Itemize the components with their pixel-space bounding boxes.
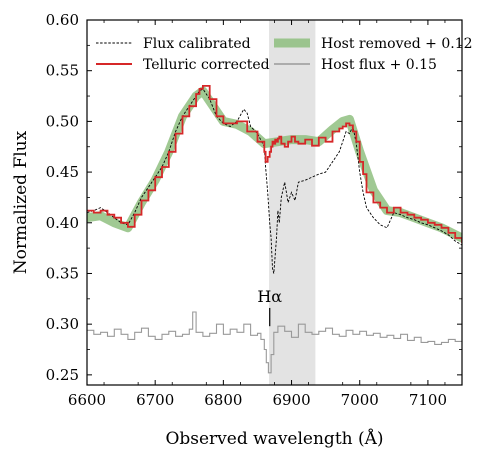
- y-tick-label: 0.50: [46, 112, 79, 130]
- x-tick-label: 6700: [136, 391, 174, 409]
- legend-label-telluric-corrected: Telluric corrected: [143, 57, 270, 73]
- y-tick-label: 0.40: [46, 214, 79, 232]
- x-tick-label: 6600: [68, 391, 106, 409]
- legend: Flux calibrated Telluric corrected Host re…: [96, 36, 473, 73]
- y-tick-label: 0.45: [46, 163, 79, 181]
- y-tick-label: 0.60: [46, 11, 79, 29]
- series-line-host-flux-0-15: [87, 311, 462, 374]
- series-layer: [87, 85, 462, 374]
- annotation-label: Hα: [257, 287, 282, 306]
- x-axis-label: Observed wavelength (Å): [165, 428, 383, 449]
- axes-layer: 6600 6700 6800 6900 7000 7100 0.25 0.30 0.35 0.40…: [11, 11, 463, 449]
- x-tick-label: 6900: [272, 391, 310, 409]
- legend-label-flux-calibrated: Flux calibrated: [143, 36, 251, 52]
- y-tick-label: 0.55: [46, 62, 79, 80]
- annotation-layer: Hα: [257, 287, 282, 327]
- legend-label-host-removed-0-12: Host removed + 0.12: [321, 36, 473, 52]
- y-tick-label: 0.25: [46, 366, 79, 384]
- series-line-host-removed-0-12: [87, 86, 462, 243]
- x-tick-label: 6800: [204, 391, 242, 409]
- y-axis-label: Normalized Flux: [11, 130, 31, 274]
- legend-label-host-flux-0-15: Host flux + 0.15: [321, 57, 437, 73]
- y-tick-label: 0.30: [46, 315, 79, 333]
- x-tick-label: 7100: [409, 391, 447, 409]
- shaded-region: [269, 20, 316, 385]
- series-line-flux-calibrated: [87, 88, 462, 274]
- y-tick-label: 0.35: [46, 264, 79, 282]
- series-line-telluric-corrected: [87, 85, 462, 244]
- shaded-region-layer: [269, 20, 316, 385]
- x-tick-label: 7000: [341, 391, 379, 409]
